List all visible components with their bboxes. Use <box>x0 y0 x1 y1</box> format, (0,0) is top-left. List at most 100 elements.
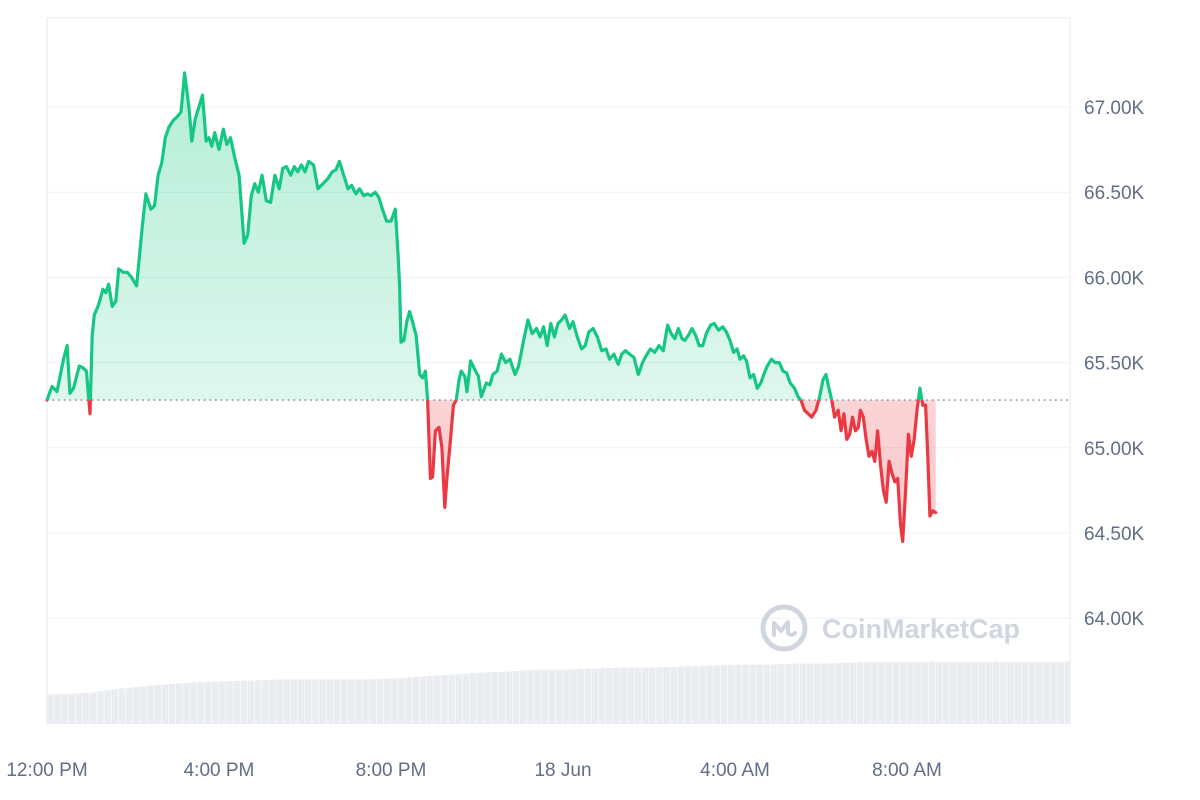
volume-bar <box>606 668 613 724</box>
volume-bar <box>950 661 957 724</box>
volume-bar <box>799 663 807 724</box>
volume-bar <box>512 671 520 724</box>
volume-bar <box>262 679 269 724</box>
volume-bar <box>391 678 398 724</box>
volume-bar <box>770 664 778 724</box>
coinmarketcap-watermark: CoinMarketCap <box>760 604 1020 652</box>
volume-bar <box>111 689 119 724</box>
volume-bar <box>491 672 498 724</box>
volume-bar <box>985 661 993 724</box>
volume-bar <box>727 664 735 724</box>
volume-bar <box>305 679 312 724</box>
volume-bar <box>1043 661 1050 724</box>
volume-bar <box>670 666 678 724</box>
volume-bar <box>505 671 513 724</box>
volume-bar <box>584 668 592 724</box>
volume-bar <box>398 677 405 724</box>
y-tick-label: 65.50K <box>1084 354 1145 375</box>
volume-bar <box>477 672 484 724</box>
volume-bar <box>577 669 584 724</box>
volume-bar <box>1028 661 1036 724</box>
volume-bar <box>828 663 835 724</box>
volume-bar <box>1057 661 1065 724</box>
volume-bar <box>219 681 226 724</box>
volume-bar <box>914 661 921 724</box>
price-area-above-open <box>47 72 922 401</box>
volume-bar <box>118 688 126 724</box>
y-tick-label: 66.00K <box>1084 268 1145 289</box>
volume-bar <box>82 692 90 724</box>
volume-bar <box>520 670 527 724</box>
volume-bar <box>649 667 656 724</box>
volume-bar <box>928 661 936 724</box>
volume-bar <box>713 665 721 724</box>
volume-bar <box>362 679 369 724</box>
price-area <box>47 72 936 542</box>
volume-bar <box>842 662 850 724</box>
volume-bar <box>663 667 670 724</box>
volume-bar <box>269 679 276 724</box>
volume-bar <box>383 678 391 724</box>
volume-bar <box>634 667 642 724</box>
volume-bar <box>68 693 76 724</box>
volume-bar <box>498 671 506 724</box>
volume-bar <box>61 693 68 724</box>
volume-bar <box>527 670 534 724</box>
volume-bar <box>563 669 570 724</box>
volume-bar <box>591 668 599 724</box>
volume-bar <box>1021 661 1029 724</box>
volume-bar <box>942 661 950 724</box>
volume-bar <box>1050 661 1057 724</box>
volume-bar <box>993 661 1000 724</box>
volume-bar <box>484 672 491 724</box>
volume-bar <box>283 679 291 724</box>
volume-bar <box>749 664 756 724</box>
volume-bar <box>921 661 928 724</box>
y-tick-label: 65.00K <box>1084 439 1145 460</box>
volume-bar <box>376 678 384 724</box>
y-axis: 64.00K 64.50K 65.00K 65.50K 66.00K 66.50K 67.0… <box>1084 98 1145 630</box>
volume-bar <box>971 661 979 724</box>
volume-bar <box>297 679 305 724</box>
volume-bar <box>720 665 728 724</box>
volume-bar <box>326 679 334 724</box>
y-tick-label: 67.00K <box>1084 98 1145 119</box>
volume-bar <box>692 666 699 724</box>
y-tick-label: 64.50K <box>1084 524 1145 545</box>
x-tick-label: 12:00 PM <box>6 760 87 781</box>
volume-bar <box>348 679 355 724</box>
volume-bar <box>1064 661 1070 724</box>
volume-bar <box>226 681 233 724</box>
volume-bar <box>90 692 97 724</box>
volume-bar <box>140 686 147 724</box>
volume-bar <box>684 666 692 724</box>
volume-bar <box>290 679 298 724</box>
volume-bar <box>785 663 792 724</box>
volume-bar <box>147 685 154 724</box>
volume-bar <box>1036 661 1043 724</box>
chart-frame <box>46 17 1071 724</box>
volume-bar <box>312 679 319 724</box>
volume-bar <box>469 673 477 724</box>
volume-bar <box>204 681 212 724</box>
volume-bar <box>677 666 685 724</box>
volume-bar <box>885 661 893 724</box>
volume-bar <box>541 669 549 724</box>
volume-bar <box>1014 661 1022 724</box>
volume-bar <box>240 680 248 724</box>
x-tick-label: 8:00 PM <box>356 760 427 781</box>
volume-bar <box>534 669 541 724</box>
volume-bar <box>706 665 713 724</box>
volume-bar <box>813 663 821 724</box>
volume-bar <box>763 664 771 724</box>
volume-bar <box>892 661 900 724</box>
volume-bar <box>778 664 785 724</box>
volume-bar <box>849 662 857 724</box>
price-line-up-segment <box>45 71 924 401</box>
volume-bar <box>756 664 764 724</box>
volume-bar <box>548 669 556 724</box>
x-axis: 12:00 PM 4:00 PM 8:00 PM 18 Jun 4:00 AM 8:00 … <box>6 760 942 781</box>
volume-bar <box>441 674 448 724</box>
